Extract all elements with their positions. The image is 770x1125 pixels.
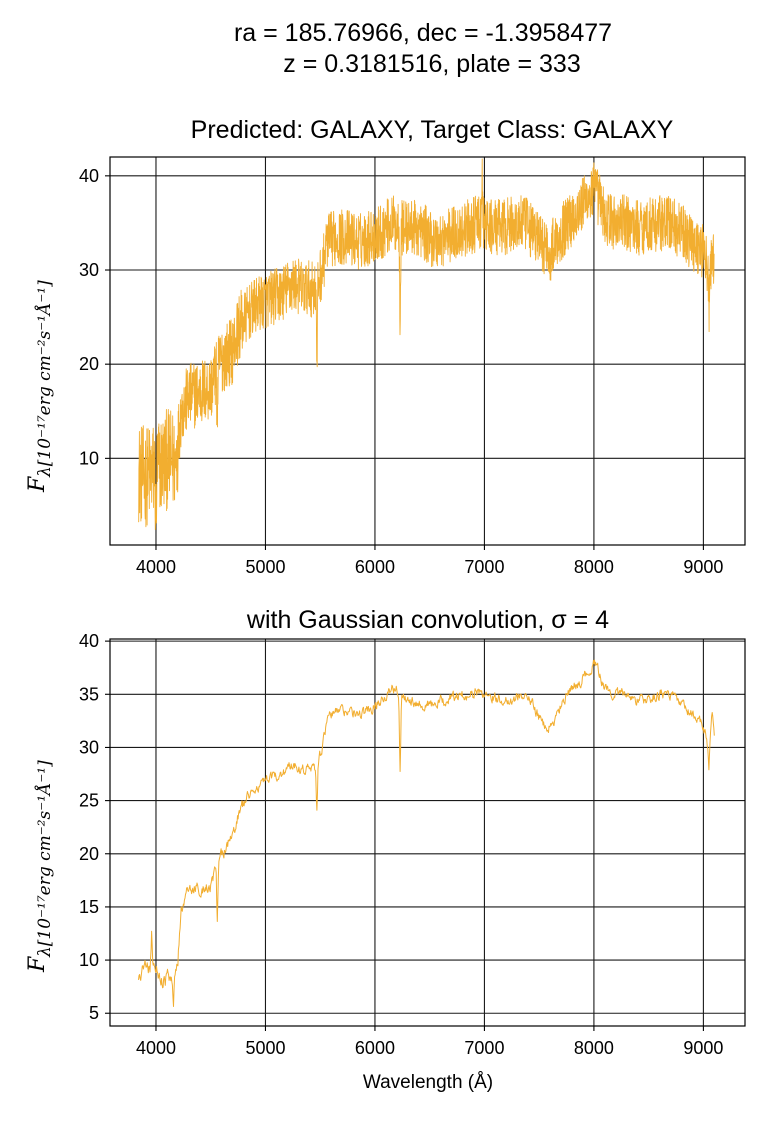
smoothed-spectrum-title: with Gaussian convolution, σ = 4 bbox=[246, 606, 609, 634]
smoothed-y-label-sub: λ[10⁻¹⁷erg cm⁻²s⁻¹Å⁻¹] bbox=[34, 760, 55, 958]
x-tick-label: 5000 bbox=[245, 557, 285, 577]
raw-spectrum-y-label: F λ[10⁻¹⁷erg cm⁻²s⁻¹Å⁻¹] bbox=[25, 280, 55, 493]
y-tick-label: 20 bbox=[79, 844, 99, 864]
raw-y-label-main: F bbox=[25, 476, 50, 493]
raw-y-label-sub: λ[10⁻¹⁷erg cm⁻²s⁻¹Å⁻¹] bbox=[34, 280, 55, 478]
x-tick-label: 8000 bbox=[574, 1038, 614, 1058]
smoothed-y-label-main: F bbox=[25, 956, 50, 973]
raw-spectrum-panel: Predicted: GALAXY, Target Class: GALAXY … bbox=[25, 116, 746, 577]
y-tick-label: 40 bbox=[79, 166, 99, 186]
raw-spectrum-grid bbox=[110, 157, 745, 545]
y-tick-label: 20 bbox=[79, 354, 99, 374]
x-tick-label: 7000 bbox=[464, 557, 504, 577]
x-tick-label: 7000 bbox=[464, 1038, 504, 1058]
raw-spectrum-title: Predicted: GALAXY, Target Class: GALAXY bbox=[191, 116, 674, 144]
raw-spectrum-frame bbox=[109, 156, 746, 546]
header-line-2: z = 0.3181516, plate = 333 bbox=[283, 50, 580, 78]
smoothed-spectrum-panel: with Gaussian convolution, σ = 4 4000 500… bbox=[25, 606, 746, 1093]
smoothed-spectrum-series bbox=[138, 659, 715, 1007]
y-tick-label: 35 bbox=[79, 684, 99, 704]
y-tick-label: 30 bbox=[79, 737, 99, 757]
raw-spectrum-y-ticks: 10 20 30 40 bbox=[79, 166, 110, 468]
y-tick-label: 10 bbox=[79, 950, 99, 970]
x-axis-label: Wavelength (Å) bbox=[363, 1072, 493, 1093]
y-tick-label: 25 bbox=[79, 791, 99, 811]
y-tick-label: 40 bbox=[79, 631, 99, 651]
header-line-1: ra = 185.76966, dec = -1.3958477 bbox=[234, 19, 612, 47]
y-tick-label: 15 bbox=[79, 897, 99, 917]
smoothed-spectrum-y-label: F λ[10⁻¹⁷erg cm⁻²s⁻¹Å⁻¹] bbox=[25, 760, 55, 973]
x-tick-label: 6000 bbox=[355, 557, 395, 577]
x-tick-label: 4000 bbox=[136, 1038, 176, 1058]
x-tick-label: 4000 bbox=[136, 557, 176, 577]
raw-spectrum-series bbox=[138, 158, 715, 531]
x-tick-label: 5000 bbox=[245, 1038, 285, 1058]
smoothed-spectrum-x-ticks: 4000 5000 6000 7000 8000 9000 bbox=[136, 1026, 723, 1058]
x-tick-label: 9000 bbox=[683, 557, 723, 577]
y-tick-label: 30 bbox=[79, 260, 99, 280]
smoothed-spectrum-frame bbox=[109, 638, 746, 1027]
spectrum-line bbox=[138, 158, 715, 531]
smoothed-spectrum-grid bbox=[110, 639, 745, 1026]
spectrum-line bbox=[138, 659, 715, 1007]
x-tick-label: 9000 bbox=[683, 1038, 723, 1058]
smoothed-spectrum-y-ticks: 5 10 15 20 25 30 35 40 bbox=[79, 631, 110, 1023]
raw-spectrum-x-ticks: 4000 5000 6000 7000 8000 9000 bbox=[136, 545, 723, 577]
x-tick-label: 8000 bbox=[574, 557, 614, 577]
y-tick-label: 10 bbox=[79, 448, 99, 468]
y-tick-label: 5 bbox=[89, 1003, 99, 1023]
x-tick-label: 6000 bbox=[355, 1038, 395, 1058]
